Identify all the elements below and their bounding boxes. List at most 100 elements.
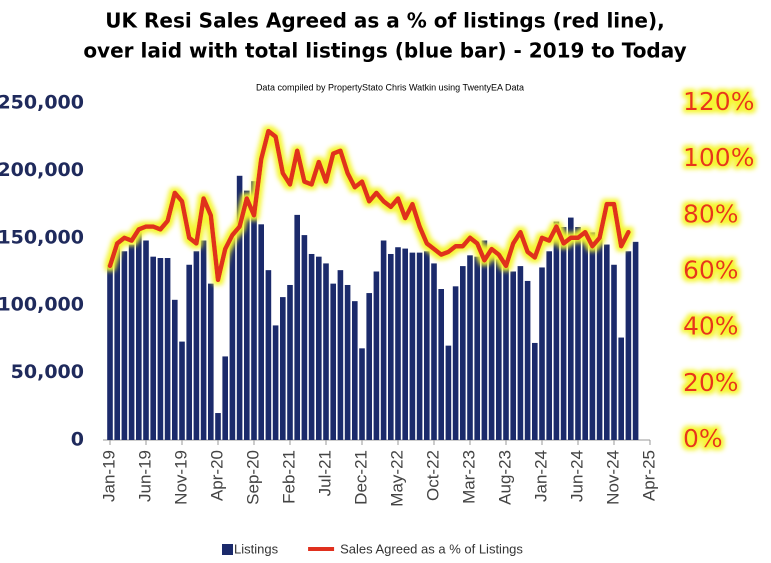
x-tick-label: Sep-20 [243,450,262,505]
x-tick-label: Mar-23 [459,450,478,504]
bar [589,232,596,440]
y-tick-label: 250,000 [0,92,84,114]
bar [575,227,581,440]
y2-tick-label: 0% [683,424,723,453]
x-tick-label: Jul-21 [315,450,334,496]
bar [416,252,423,440]
bar [215,413,221,440]
y2-tick-label: 60% [683,256,739,285]
legend-label: Sales Agreed as a % of Listings [340,541,523,556]
bar [517,266,524,440]
bar [532,342,538,440]
bar [380,240,387,440]
bar [546,251,552,440]
bar [460,266,466,440]
x-tick-label: Feb-21 [279,450,298,504]
bar [452,286,459,440]
bar [424,251,430,440]
legend-label: Listings [234,541,279,556]
bar [301,235,308,440]
y-tick-label: 0 [71,429,84,451]
x-tick-label: Apr-25 [639,450,658,501]
bar [208,283,214,440]
bar [287,284,293,440]
chart-subtitle: Data compiled by PropertyStato Chris Wat… [256,82,524,92]
bar [107,264,113,440]
bar [618,337,624,440]
bar [496,259,502,440]
bar [330,283,336,440]
bar [258,224,264,440]
bar [395,247,401,440]
bar [323,263,329,440]
bar [244,190,250,440]
x-tick-label: Apr-20 [207,450,226,501]
bar [193,251,200,440]
x-tick-label: Jan-24 [531,450,550,502]
bar [632,241,639,440]
bar [438,289,444,440]
x-tick-label: Jan-19 [99,450,118,502]
bar [316,256,322,440]
bar [596,237,603,440]
bar [136,228,142,440]
bar [337,270,344,440]
bar [582,232,588,440]
x-tick-label: Nov-24 [603,450,622,505]
bar [539,267,545,440]
bar [186,264,192,440]
x-tick-label: Nov-19 [171,450,190,505]
chart-title: over laid with total listings (blue bar)… [83,39,686,63]
bar [611,264,617,440]
bar [128,244,135,440]
x-tick-label: Aug-23 [495,450,514,505]
bar [481,240,488,440]
y2-tick-label: 80% [683,199,739,228]
legend-swatch [222,544,233,555]
bar [308,253,315,440]
bar [431,263,437,440]
bar [402,248,408,440]
bar [359,348,365,440]
bar [294,214,300,440]
bar [373,271,380,440]
y-tick-label: 150,000 [0,226,84,248]
bar [222,356,228,440]
bar [604,244,610,440]
bar [388,253,394,440]
y2-tick-label: 100% [683,143,754,172]
bar [236,175,243,441]
bar [143,240,149,440]
y-tick-label: 50,000 [11,361,84,383]
bar [568,217,574,440]
bar [229,237,236,440]
y2-tick-label: 40% [683,312,739,341]
bar [272,325,279,440]
bar [560,227,567,440]
y-tick-label: 100,000 [0,294,84,316]
bar [524,280,531,440]
bar [157,258,164,440]
bar [164,258,171,440]
bar [150,256,156,440]
bar [510,271,516,440]
bar [251,181,257,440]
bar [503,260,509,440]
bar [344,284,351,440]
bar [172,299,178,440]
bar [553,221,560,440]
y2-tick-label: 120% [683,87,754,116]
bar [200,240,207,440]
x-tick-label: May-22 [387,450,406,507]
bar [625,251,632,440]
y-tick-label: 200,000 [0,159,84,181]
bar [114,241,120,440]
x-tick-label: Dec-21 [351,450,370,505]
x-tick-label: Jun-19 [135,450,154,502]
x-tick-label: Jun-24 [567,450,586,502]
chart-title: UK Resi Sales Agreed as a % of listings … [105,9,664,33]
bar [409,252,416,440]
bar [474,256,480,440]
bar [280,297,286,440]
